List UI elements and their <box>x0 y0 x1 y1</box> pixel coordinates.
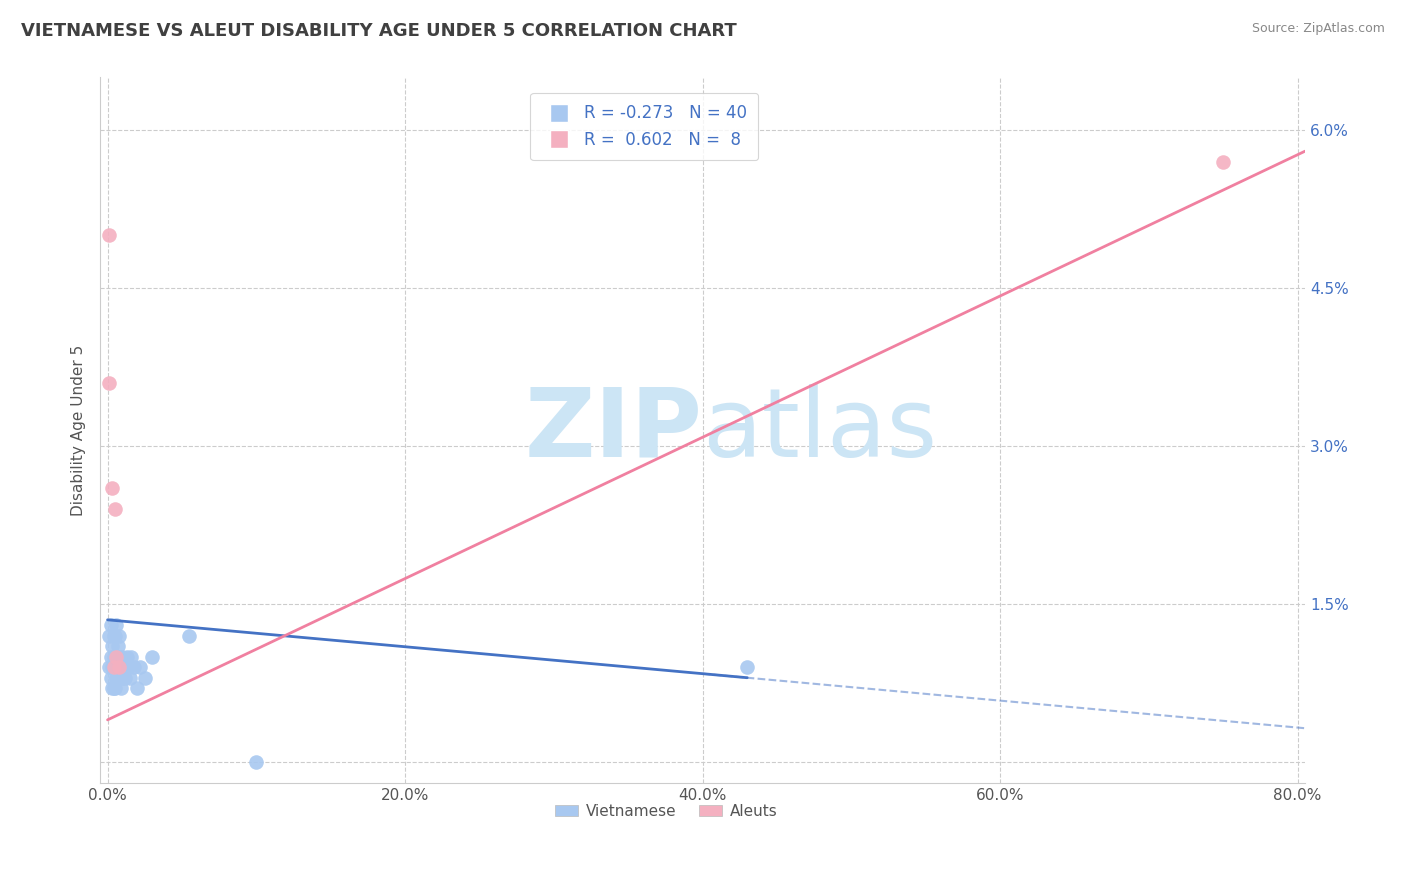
Point <box>98 228 121 243</box>
Point <box>124 660 146 674</box>
Y-axis label: Disability Age Under 5: Disability Age Under 5 <box>72 344 86 516</box>
Point <box>108 649 131 664</box>
Point <box>105 649 128 664</box>
Point <box>108 629 131 643</box>
Point <box>735 660 758 674</box>
Point <box>179 629 201 643</box>
Point <box>101 639 124 653</box>
Point <box>98 629 121 643</box>
Point <box>104 629 127 643</box>
Point <box>114 671 136 685</box>
Point <box>98 660 121 674</box>
Point <box>1212 154 1234 169</box>
Point <box>98 376 121 390</box>
Point <box>101 660 124 674</box>
Point <box>100 671 122 685</box>
Point <box>134 671 156 685</box>
Point <box>129 660 152 674</box>
Text: Source: ZipAtlas.com: Source: ZipAtlas.com <box>1251 22 1385 36</box>
Point <box>104 681 127 696</box>
Point <box>100 618 122 632</box>
Point <box>127 681 149 696</box>
Text: ZIP: ZIP <box>524 384 703 476</box>
Point <box>245 755 267 769</box>
Point <box>111 671 134 685</box>
Point <box>108 660 131 674</box>
Point <box>120 649 142 664</box>
Point <box>103 629 125 643</box>
Text: atlas: atlas <box>703 384 938 476</box>
Point <box>103 660 125 674</box>
Text: VIETNAMESE VS ALEUT DISABILITY AGE UNDER 5 CORRELATION CHART: VIETNAMESE VS ALEUT DISABILITY AGE UNDER… <box>21 22 737 40</box>
Point <box>111 649 134 664</box>
Point <box>100 649 122 664</box>
Point <box>103 649 125 664</box>
Point <box>107 660 129 674</box>
Point <box>110 660 132 674</box>
Point <box>118 671 141 685</box>
Point <box>112 660 135 674</box>
Point <box>101 681 124 696</box>
Point <box>115 649 138 664</box>
Point <box>117 660 139 674</box>
Point <box>107 639 129 653</box>
Point <box>103 681 125 696</box>
Point <box>105 618 128 632</box>
Point <box>104 660 127 674</box>
Point <box>141 649 163 664</box>
Point <box>108 671 131 685</box>
Point <box>105 649 128 664</box>
Point <box>101 481 124 495</box>
Legend: Vietnamese, Aleuts: Vietnamese, Aleuts <box>550 797 783 825</box>
Point <box>110 681 132 696</box>
Point <box>105 671 128 685</box>
Point <box>104 502 127 516</box>
